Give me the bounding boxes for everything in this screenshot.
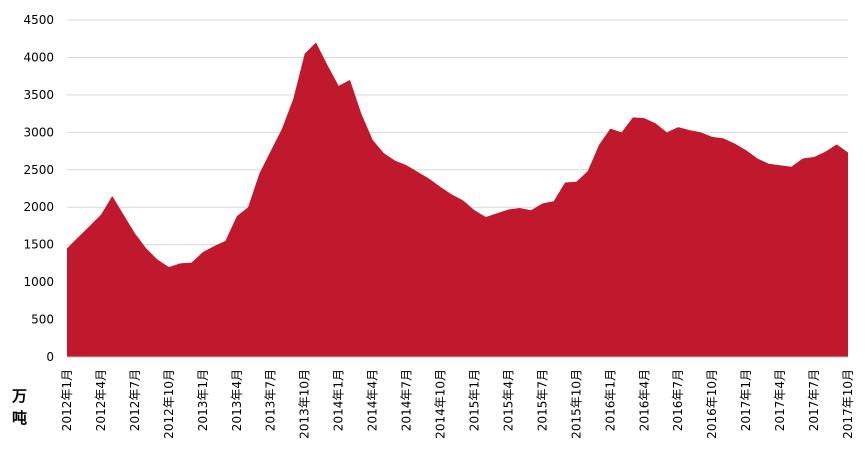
area-series	[67, 42, 848, 357]
x-tick-label: 2013年1月	[196, 369, 210, 431]
x-tick-label: 2017年10月	[841, 369, 855, 439]
y-tick-label: 3500	[23, 88, 54, 102]
x-tick-label: 2014年10月	[434, 369, 448, 439]
y-axis-unit-label: 万吨	[12, 387, 28, 427]
y-tick-label: 1000	[23, 275, 54, 289]
y-axis-ticks: 0 500 1000 1500 2000 2500 3000 3500 4000 4500	[23, 13, 54, 364]
x-tick-label: 2015年1月	[467, 369, 481, 431]
y-tick-label: 2000	[23, 200, 54, 214]
y-tick-label: 500	[31, 313, 54, 327]
x-tick-label: 2012年4月	[94, 369, 108, 431]
x-tick-label: 2015年4月	[501, 369, 515, 431]
y-tick-label: 2500	[23, 163, 54, 177]
x-tick-label: 2017年1月	[739, 369, 753, 431]
x-tick-label: 2013年10月	[298, 369, 312, 439]
x-tick-label: 2012年7月	[128, 369, 142, 431]
x-tick-label: 2017年7月	[807, 369, 821, 431]
x-tick-label: 2012年1月	[60, 369, 74, 431]
x-tick-label: 2016年1月	[603, 369, 617, 431]
x-tick-label: 2014年7月	[400, 369, 414, 431]
x-tick-label: 2017年4月	[773, 369, 787, 431]
x-tick-label: 2015年7月	[535, 369, 549, 431]
y-tick-label: 1500	[23, 238, 54, 252]
x-tick-label: 2016年4月	[637, 369, 651, 431]
x-tick-label: 2012年10月	[162, 369, 176, 439]
x-tick-label: 2013年7月	[264, 369, 278, 431]
x-tick-label: 2015年10月	[569, 369, 583, 439]
y-tick-label: 3000	[23, 125, 54, 139]
x-tick-label: 2013年4月	[230, 369, 244, 431]
y-tick-label: 4500	[23, 13, 54, 27]
x-tick-label: 2014年4月	[366, 369, 380, 431]
x-tick-label: 2014年1月	[332, 369, 346, 431]
y-tick-label: 4000	[23, 50, 54, 64]
y-tick-label: 0	[46, 350, 54, 364]
x-tick-label: 2016年7月	[671, 369, 685, 431]
x-tick-label: 2016年10月	[705, 369, 719, 439]
x-axis-ticks: 2012年1月 2012年4月 2012年7月 2012年10月 2013年1月 2013…	[60, 369, 855, 439]
